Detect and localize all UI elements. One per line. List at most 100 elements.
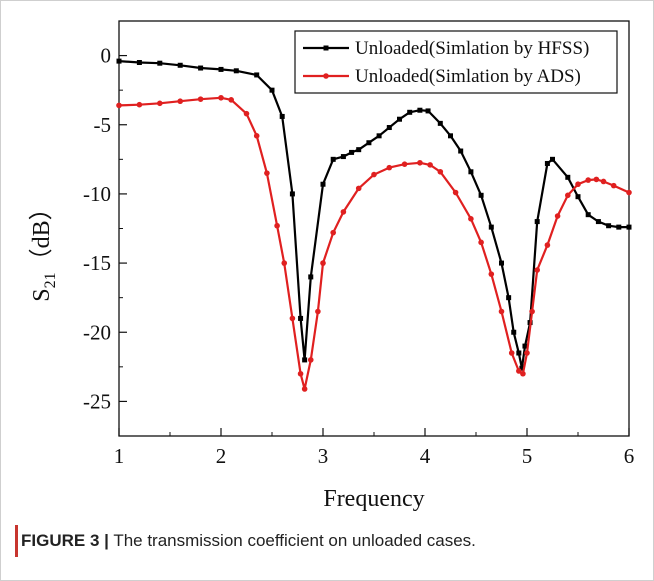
data-point bbox=[289, 191, 295, 197]
y-axis-label-sub: 21 bbox=[42, 272, 59, 288]
y-tick-label: -25 bbox=[83, 389, 111, 413]
y-tick-label: -5 bbox=[94, 113, 112, 137]
data-point bbox=[253, 133, 260, 139]
caption-text: The transmission coefficient on unloaded… bbox=[113, 531, 476, 550]
legend: Unloaded(Simlation by HFSS) Unloaded(Siml… bbox=[294, 30, 618, 94]
data-point bbox=[281, 260, 288, 266]
legend-item-2: Unloaded(Simlation by ADS) bbox=[303, 66, 581, 87]
data-point bbox=[448, 133, 453, 139]
x-tick-label: 3 bbox=[318, 444, 329, 468]
data-point bbox=[198, 65, 204, 71]
data-point bbox=[417, 107, 423, 113]
data-point bbox=[301, 386, 308, 392]
data-point bbox=[157, 60, 163, 66]
data-point bbox=[437, 168, 444, 175]
data-point bbox=[371, 171, 377, 178]
data-point bbox=[330, 156, 336, 162]
data-point bbox=[468, 169, 474, 175]
series-layer bbox=[116, 58, 632, 392]
data-point bbox=[575, 194, 581, 200]
legend-label: Unloaded(Simlation by HFSS) bbox=[355, 38, 589, 59]
figure-caption: FIGURE 3 | The transmission coefficient … bbox=[21, 531, 635, 551]
data-point bbox=[425, 108, 431, 114]
data-point bbox=[366, 140, 372, 146]
legend-marker bbox=[323, 45, 329, 51]
data-point bbox=[315, 308, 321, 315]
data-point bbox=[478, 192, 484, 198]
caption-label: FIGURE 3 | bbox=[21, 531, 109, 550]
data-point bbox=[565, 174, 571, 180]
data-point bbox=[488, 271, 495, 277]
data-point bbox=[254, 72, 260, 78]
data-point bbox=[401, 161, 408, 167]
data-point bbox=[478, 239, 484, 246]
data-point bbox=[355, 185, 362, 192]
y-tick-label: -20 bbox=[83, 320, 111, 344]
data-point bbox=[610, 182, 617, 189]
y-axis-label-unit: （dB） bbox=[29, 196, 55, 272]
data-point bbox=[616, 224, 622, 230]
data-point bbox=[524, 350, 530, 356]
data-point bbox=[320, 181, 326, 187]
legend-box bbox=[294, 30, 618, 94]
data-point bbox=[585, 177, 591, 183]
data-point bbox=[228, 97, 234, 103]
series-2 bbox=[116, 94, 632, 392]
data-point bbox=[297, 370, 304, 377]
data-point bbox=[307, 357, 314, 363]
series-1 bbox=[116, 58, 632, 371]
legend-marker bbox=[323, 73, 329, 79]
data-point bbox=[458, 148, 464, 154]
data-point bbox=[600, 178, 607, 185]
y-tick-label: 0 bbox=[101, 44, 112, 68]
caption-accent-bar bbox=[15, 525, 18, 557]
x-axis-label: Frequency bbox=[323, 486, 424, 512]
legend-item-1: Unloaded(Simlation by HFSS) bbox=[303, 38, 589, 59]
data-point bbox=[269, 87, 275, 93]
data-point bbox=[516, 350, 522, 356]
data-point bbox=[585, 212, 591, 218]
y-axis-label: S21（dB） bbox=[29, 196, 59, 301]
data-point bbox=[289, 315, 296, 322]
data-point bbox=[516, 368, 522, 374]
data-point bbox=[499, 260, 504, 266]
data-point bbox=[417, 159, 423, 166]
data-point bbox=[529, 308, 535, 315]
data-point bbox=[197, 96, 204, 102]
data-point bbox=[274, 222, 280, 229]
data-point bbox=[157, 100, 163, 107]
data-point bbox=[233, 68, 239, 74]
data-point bbox=[136, 101, 143, 108]
data-point bbox=[308, 274, 314, 280]
data-point bbox=[522, 343, 528, 349]
data-point bbox=[407, 109, 413, 115]
data-point bbox=[595, 219, 601, 225]
data-point bbox=[468, 216, 474, 222]
x-tick-label: 1 bbox=[114, 444, 125, 468]
data-point bbox=[320, 260, 326, 266]
data-point bbox=[116, 58, 122, 64]
data-point bbox=[264, 170, 270, 176]
data-point bbox=[177, 62, 183, 68]
data-point bbox=[519, 365, 525, 371]
data-point bbox=[279, 113, 285, 119]
x-tick-label: 4 bbox=[420, 444, 431, 468]
data-point bbox=[626, 224, 632, 230]
data-point bbox=[136, 60, 142, 65]
data-point bbox=[626, 189, 632, 196]
data-point bbox=[177, 98, 183, 105]
data-point bbox=[427, 162, 433, 168]
y-axis-label-main: S bbox=[29, 288, 55, 301]
data-point bbox=[511, 329, 517, 335]
data-point bbox=[593, 176, 600, 183]
data-point bbox=[550, 156, 555, 162]
axis-ticks: 1 2 3 4 5 6 0 -5 -10 -15 -20 -25 bbox=[83, 20, 634, 468]
chart: 1 2 3 4 5 60-5-10-15-20-25 Frequency S21（dB） … bbox=[29, 20, 634, 512]
data-point bbox=[606, 223, 612, 229]
data-point bbox=[330, 229, 337, 236]
data-point bbox=[386, 125, 392, 131]
data-point bbox=[506, 295, 512, 301]
x-tick-label: 5 bbox=[522, 444, 533, 468]
legend-label: Unloaded(Simlation by ADS) bbox=[355, 66, 581, 87]
